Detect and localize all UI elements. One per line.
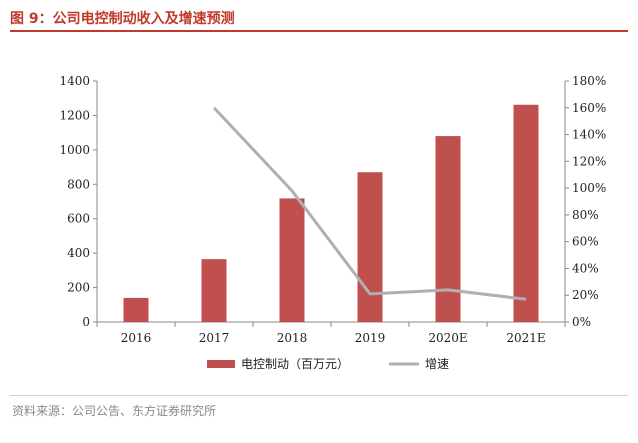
right-axis-tick-label: 100% — [572, 181, 606, 195]
right-axis-tick-label: 80% — [572, 208, 599, 222]
right-axis-tick-label: 0% — [572, 315, 591, 329]
left-axis-tick-label: 1200 — [59, 108, 90, 122]
legend-bar-swatch — [207, 360, 235, 368]
bar — [513, 104, 539, 323]
x-axis-tick-label: 2021E — [506, 331, 545, 345]
left-axis-tick-label: 600 — [67, 212, 90, 226]
bar — [435, 136, 461, 322]
bar-series — [123, 104, 539, 323]
title-divider — [10, 30, 628, 32]
left-axis-tick-label: 200 — [67, 281, 90, 295]
x-axis-tick-label: 2018 — [277, 331, 308, 345]
left-axis-tick-label: 800 — [67, 177, 90, 191]
x-axis-tick-label: 2020E — [428, 331, 467, 345]
right-axis-tick-label: 180% — [572, 74, 606, 88]
right-axis-tick-label: 20% — [572, 288, 599, 302]
x-axis-tick-label: 2019 — [355, 331, 386, 345]
left-axis-tick-label: 400 — [67, 246, 90, 260]
bar — [123, 297, 149, 322]
right-axis-tick-label: 60% — [572, 235, 599, 249]
chart-legend: 电控制动（百万元） 增速 — [207, 357, 449, 371]
right-axis-tick-label: 120% — [572, 154, 606, 168]
line-series — [212, 106, 527, 301]
legend-bar-label: 电控制动（百万元） — [241, 357, 349, 371]
source-divider — [10, 395, 628, 396]
bar — [279, 198, 305, 322]
figure-title: 图 9：公司电控制动收入及增速预测 — [10, 11, 235, 27]
x-axis-tick-label: 2016 — [121, 331, 152, 345]
right-axis-tick-label: 140% — [572, 128, 606, 142]
bar — [201, 259, 227, 322]
chart-axes: 0 200 400 600 800 1000 1200 1400 0% 20% 40% 60% 80% 1… — [59, 74, 606, 345]
legend-line-label: 增速 — [425, 357, 449, 371]
source-note: 资料来源：公司公告、东方证券研究所 — [12, 404, 217, 418]
left-axis-tick-label: 1000 — [59, 143, 90, 157]
bar — [357, 172, 383, 322]
x-axis-tick-label: 2017 — [199, 331, 230, 345]
right-axis-tick-label: 160% — [572, 101, 606, 115]
right-axis-tick-label: 40% — [572, 261, 599, 275]
left-axis-tick-label: 0 — [82, 315, 90, 329]
left-axis-tick-label: 1400 — [59, 74, 90, 88]
